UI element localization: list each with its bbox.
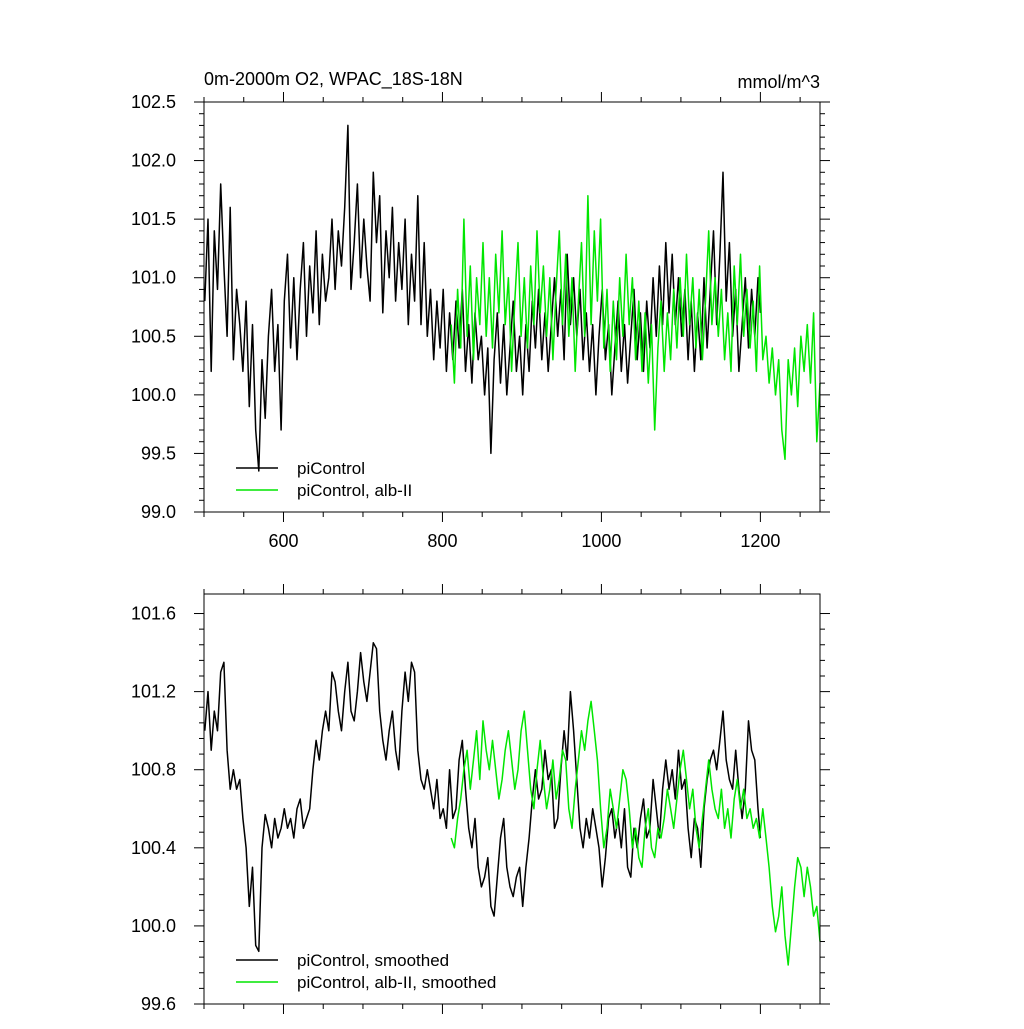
top-panel: 600 800 1000 1200 99.0 99.5 100.0 100.5 101.0 101… [131, 92, 830, 551]
bottom-y-tick-label: 101.2 [131, 682, 176, 702]
bottom-y-tick-label: 100.0 [131, 916, 176, 936]
bottom-series-group [204, 642, 821, 966]
bottom-axes: 99.6 100.0 100.4 100.8 101.2 101.6 [131, 584, 830, 1014]
top-y-tick-label: 100.5 [131, 326, 176, 346]
bottom-y-tick-label: 100.8 [131, 760, 176, 780]
legend-label-alb-smoothed: piControl, alb-II, smoothed [297, 973, 496, 992]
bottom-series-line-0 [204, 642, 762, 953]
top-y-tick-label: 102.5 [131, 92, 176, 112]
top-y-tick-label: 100.0 [131, 385, 176, 405]
legend-label-picontrol-smoothed: piControl, smoothed [297, 951, 449, 970]
top-y-tick-label: 102.0 [131, 151, 176, 171]
chart-title: 0m-2000m O2, WPAC_18S-18N [204, 69, 463, 90]
top-x-tick-label: 1000 [581, 531, 621, 551]
top-y-tick-label: 99.0 [141, 502, 176, 522]
top-y-tick-label: 101.5 [131, 209, 176, 229]
bottom-legend: piControl, smoothed piControl, alb-II, s… [236, 951, 496, 992]
bottom-y-tick-label: 100.4 [131, 838, 176, 858]
units-label: mmol/m^3 [738, 72, 820, 92]
top-x-tick-label: 1200 [740, 531, 780, 551]
top-plot-frame [203, 101, 821, 513]
bottom-panel: 99.6 100.0 100.4 100.8 101.2 101.6 piControl,… [131, 584, 830, 1014]
top-x-tick-label: 800 [427, 531, 457, 551]
bottom-plot-frame [203, 593, 821, 1005]
top-axes: 600 800 1000 1200 99.0 99.5 100.0 100.5 101.0 101… [131, 92, 830, 551]
legend-label-alb: piControl, alb-II [297, 481, 412, 500]
bottom-series-line-1 [450, 700, 821, 966]
top-series-line-1 [450, 194, 821, 461]
legend-label-picontrol: piControl [297, 459, 365, 478]
top-x-tick-label: 600 [268, 531, 298, 551]
top-series-line-0 [204, 124, 762, 472]
top-y-tick-label: 99.5 [141, 443, 176, 463]
top-y-tick-label: 101.0 [131, 268, 176, 288]
top-legend: piControl piControl, alb-II [236, 459, 412, 500]
bottom-y-tick-label: 99.6 [141, 994, 176, 1014]
top-series-group [204, 124, 821, 472]
bottom-y-tick-label: 101.6 [131, 604, 176, 624]
